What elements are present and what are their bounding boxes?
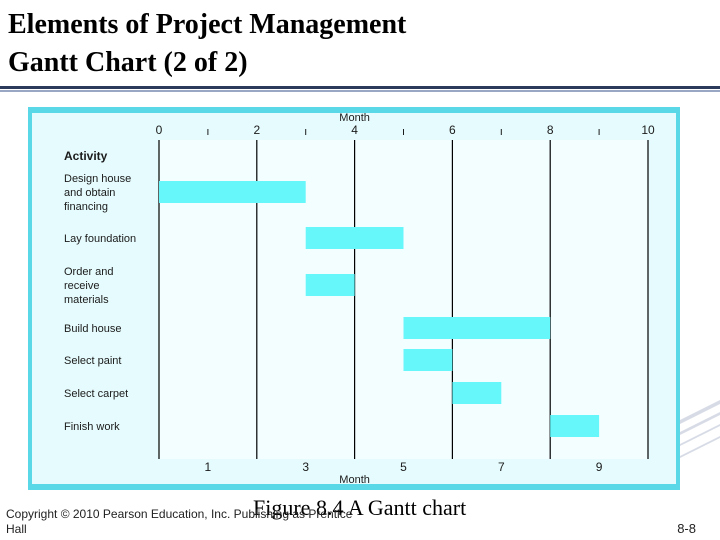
activity-label: Finish work: [64, 421, 120, 433]
page-number: 8-8: [677, 521, 696, 536]
gantt-chart: Month 0 2 4 6 8 10 1 3 5 7 9 Month Activity Design hou…: [28, 107, 680, 490]
activity-label: Order and receive materials: [64, 266, 114, 306]
activity-bar: [159, 181, 306, 203]
bottom-tick-label: 3: [302, 460, 309, 474]
slide-title-line-2: Gantt Chart (2 of 2): [8, 47, 248, 78]
top-axis-label: Month: [339, 112, 370, 124]
activity-header: Activity: [64, 149, 108, 163]
title-divider-accent: [0, 90, 720, 92]
top-tick-label: 8: [547, 123, 554, 137]
slide-title: Elements of Project Management Gantt Cha…: [8, 6, 406, 82]
slide-title-line-1: Elements of Project Management: [8, 9, 407, 40]
bottom-tick-label: 5: [400, 460, 407, 474]
bottom-axis-label: Month: [339, 474, 370, 486]
activity-label: Select paint: [64, 355, 121, 367]
activity-bar: [403, 317, 551, 339]
activity-bar: [550, 415, 600, 437]
top-tick-label: 10: [641, 123, 655, 137]
bottom-tick-label: 9: [596, 460, 603, 474]
activity-bar: [305, 274, 355, 296]
activity-bar: [452, 382, 502, 404]
top-tick-label: 0: [156, 123, 163, 137]
top-tick-label: 6: [449, 123, 456, 137]
activity-label: Lay foundation: [64, 233, 136, 245]
activity-label: Design house and obtain financing: [64, 173, 131, 213]
bottom-tick-label: 1: [205, 460, 212, 474]
activity-label: Select carpet: [64, 388, 128, 400]
title-divider: [0, 86, 720, 89]
top-tick-label: 4: [351, 123, 358, 137]
bottom-tick-label: 7: [498, 460, 505, 474]
copyright-notice: Copyright © 2010 Pearson Education, Inc.…: [6, 507, 353, 536]
activity-label: Build house: [64, 323, 122, 335]
top-tick-label: 2: [253, 123, 260, 137]
activity-bar: [305, 227, 404, 249]
activity-bar: [403, 349, 453, 371]
figure-caption: Figure 8.4 A Gantt chart: [253, 495, 467, 520]
